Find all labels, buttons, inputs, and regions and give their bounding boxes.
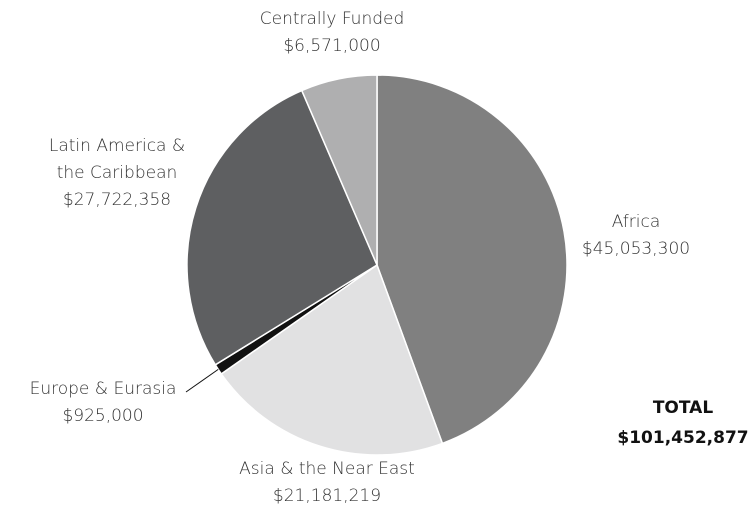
pie-slice — [300, 74, 378, 266]
total: TOTAL $101,452,877 — [617, 393, 748, 453]
total-value: $101,452,877 — [617, 428, 749, 448]
slice-value: $21,181,219 — [272, 486, 382, 506]
slice-name: Africa — [611, 212, 661, 232]
slice-label: Latin America & the Caribbean $27,722,358 — [49, 133, 185, 214]
slice-value: $45,053,300 — [581, 239, 691, 259]
slice-label: Asia & the Near East $21,181,219 — [239, 456, 415, 510]
slice-name: Asia & the Near East — [239, 459, 415, 479]
slice-value: $925,000 — [62, 406, 144, 426]
pie-slice — [186, 89, 378, 366]
slice-label: Centrally Funded $6,571,000 — [260, 6, 405, 60]
slice-name: Centrally Funded — [259, 9, 405, 29]
slice-label: Africa $45,053,300 — [582, 209, 690, 263]
total-title: TOTAL — [652, 398, 714, 418]
leader-line — [185, 368, 219, 393]
slice-name: Europe & Eurasia — [29, 379, 177, 399]
slice-name: Latin America & the Caribbean — [48, 136, 186, 183]
pie-slice — [220, 263, 444, 456]
slice-value: $6,571,000 — [283, 36, 381, 56]
slice-value: $27,722,358 — [62, 190, 172, 210]
pie-slice — [376, 74, 568, 445]
slice-label: Europe & Eurasia $925,000 — [30, 376, 177, 430]
